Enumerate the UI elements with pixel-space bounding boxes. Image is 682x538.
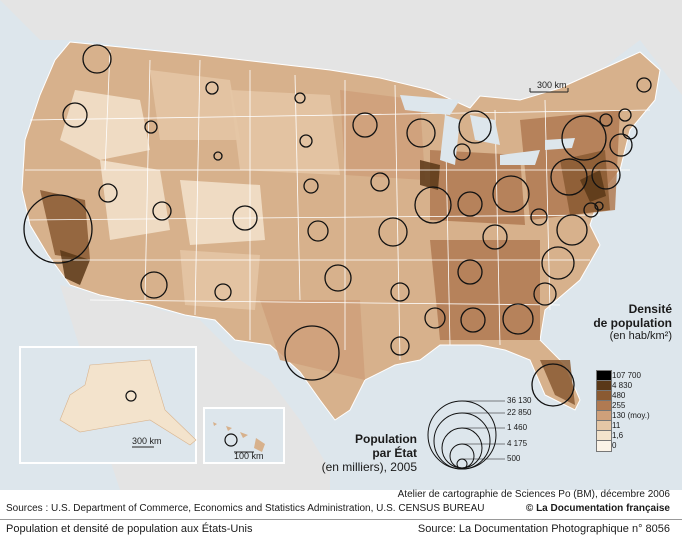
- density-patches: [40, 70, 620, 405]
- legend-circle-22850: [433, 412, 491, 470]
- density-swatch: [596, 440, 612, 452]
- map-frame: 300 km 300 km 100 km Densité de populati…: [0, 0, 682, 490]
- population-legend-subtitle: (en milliers), 2005: [321, 460, 417, 474]
- circle-label: 1 460: [507, 423, 528, 432]
- population-legend: Population par État (en milliers), 2005: [300, 432, 417, 474]
- legend-circle-1460: [441, 427, 483, 469]
- density-legend-title: Densité: [628, 302, 672, 316]
- density-class-label: 0: [612, 441, 617, 450]
- circle-label: 36 130: [507, 396, 532, 405]
- density-class-label: 107 700: [612, 371, 641, 380]
- circle-label: 4 175: [507, 439, 528, 448]
- density-class-label: 1,6: [612, 431, 624, 440]
- density-class-label: 4 830: [612, 381, 633, 390]
- population-legend-title: Population: [355, 432, 417, 446]
- density-class-label: 11: [612, 421, 621, 430]
- sources-credit: Sources : U.S. Department of Commerce, E…: [6, 503, 485, 514]
- state-borders: [24, 49, 651, 361]
- density-legend: Densité de population (en hab/km²): [552, 302, 672, 343]
- circle-label: 500: [507, 454, 521, 463]
- hawaii-scale-label: 100 km: [234, 451, 264, 461]
- publisher-credit: © La Documentation française: [525, 503, 670, 514]
- density-legend-unit: (en hab/km²): [609, 330, 672, 342]
- canada-land: [0, 0, 682, 110]
- density-class-label: 255: [612, 401, 626, 410]
- alaska-scale-label: 300 km: [132, 436, 162, 446]
- main-scale-label: 300 km: [537, 80, 567, 90]
- circle-label: 22 850: [507, 408, 532, 417]
- hawaii-inset: [203, 407, 285, 464]
- density-class-label: 130 (moy.): [612, 411, 650, 420]
- density-class-row: 1,6: [596, 430, 672, 442]
- footer-source: Source: La Documentation Photographique …: [417, 523, 670, 535]
- population-legend-circles: [427, 400, 505, 470]
- footer-bar: Population et densité de population aux …: [0, 519, 682, 538]
- footer-title: Population et densité de population aux …: [6, 523, 253, 535]
- legend-circle-4175: [449, 443, 475, 469]
- population-legend-title2: par État: [372, 446, 417, 460]
- map-canvas: [0, 0, 682, 470]
- density-class-row: 0: [596, 440, 672, 452]
- atelier-credit: Atelier de cartographie de Sciences Po (…: [397, 489, 670, 500]
- density-legend-title2: de population: [593, 316, 672, 330]
- density-class-label: 480: [612, 391, 626, 400]
- population-circles: [23, 44, 652, 407]
- great-lakes: [400, 95, 575, 165]
- main-scale-bar: [529, 88, 569, 93]
- alaska-inset: [19, 346, 197, 464]
